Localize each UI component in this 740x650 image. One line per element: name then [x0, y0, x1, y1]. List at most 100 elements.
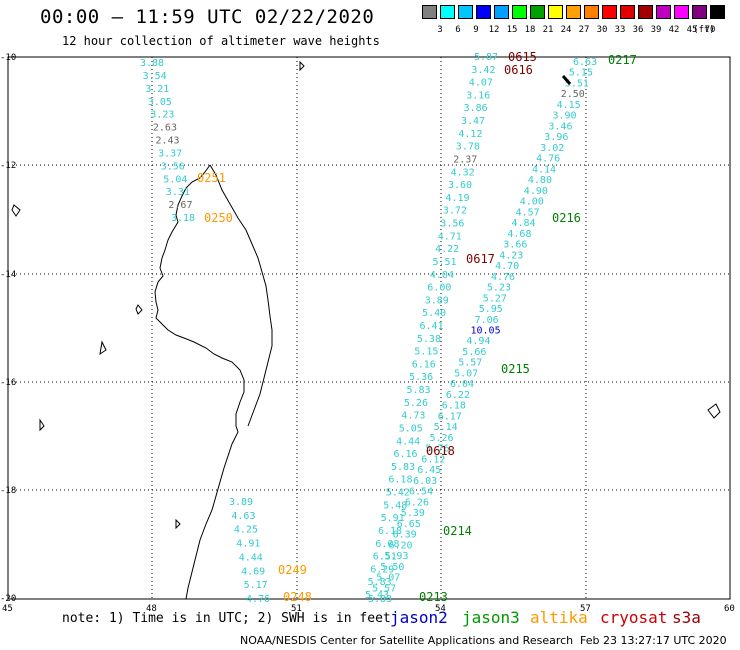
wave-height-value: 5.51	[433, 257, 457, 268]
legend-swatch	[422, 5, 437, 19]
legend-tick-label: 21	[542, 25, 554, 35]
legend-swatch	[674, 5, 689, 19]
wave-height-value: 4.76	[246, 594, 270, 605]
wave-height-value: 4.04	[430, 270, 454, 281]
wave-height-value: 3.56	[161, 161, 185, 172]
legend-tick-label: 9	[473, 25, 479, 35]
wave-height-value: 4.19	[446, 193, 470, 204]
legend-swatch	[638, 5, 653, 19]
wave-height-value: 5.57	[458, 358, 482, 369]
wave-height-value: 6.18	[442, 401, 466, 412]
wave-height-value: 3.54	[143, 71, 167, 82]
legend-tick-label: 12	[488, 25, 500, 35]
wave-height-value: 6.41	[420, 321, 444, 332]
wave-height-value: 3.46	[548, 121, 572, 132]
wave-height-value: 6.16	[394, 449, 418, 460]
wave-height-value: 3.96	[544, 132, 568, 143]
legend-tick-label: 33	[614, 25, 626, 35]
wave-height-value: 5.26	[430, 433, 454, 444]
wave-height-value: 5.91	[381, 513, 405, 524]
legend-swatch	[548, 5, 563, 19]
wave-height-value: 4.84	[512, 218, 536, 229]
wave-height-value: 6.12	[421, 454, 445, 465]
wave-height-value: 5.50	[380, 562, 404, 573]
wave-height-value: 6.18	[388, 475, 412, 486]
wave-height-value: 3.66	[503, 240, 527, 251]
latitude-label: -14	[0, 270, 16, 280]
wave-height-value: 3.90	[553, 111, 577, 122]
wave-height-value: 2.67	[168, 200, 192, 211]
wave-height-value: 5.76	[425, 444, 449, 455]
wave-height-value: 3.05	[148, 97, 172, 108]
longitude-label: 54	[435, 604, 446, 614]
wave-height-value: 3.56	[440, 219, 464, 230]
longitude-label: 51	[291, 604, 302, 614]
legend-tick-label: 24	[560, 25, 572, 35]
longitude-label: 57	[580, 604, 591, 614]
wave-height-value: 5.07	[454, 369, 478, 380]
legend-tick-label: 3	[437, 25, 443, 35]
wave-height-value: 4.22	[435, 244, 459, 255]
wave-height-value: 6.45	[417, 465, 441, 476]
wave-height-value: 4.00	[520, 197, 544, 208]
wave-height-value: 5.14	[434, 422, 458, 433]
latitude-label: -20	[0, 594, 16, 604]
wave-height-value: 3.18	[171, 213, 195, 224]
wave-height-value: 5.17	[244, 580, 268, 591]
wave-height-value: 5.93	[384, 551, 408, 562]
wave-height-value: 3.42	[471, 65, 495, 76]
wave-height-value: 4.80	[528, 175, 552, 186]
wave-height-value: 5.83	[391, 462, 415, 473]
legend-tick-label: 39	[650, 25, 662, 35]
wave-height-value: 5.26	[404, 398, 428, 409]
legend-swatch	[494, 5, 509, 19]
pass-time-label: 0216	[552, 211, 581, 225]
track-segment-mark	[561, 75, 572, 85]
wave-height-value: 4.14	[532, 164, 556, 175]
wave-height-value: 6.29	[370, 564, 394, 575]
wave-height-value: 5.39	[401, 508, 425, 519]
wave-height-value: 4.73	[401, 411, 425, 422]
wave-height-value: 5.23	[487, 283, 511, 294]
wave-height-value: 2.50	[561, 89, 585, 100]
wave-height-value: 5.87	[474, 52, 498, 63]
pass-time-label: 0248	[283, 590, 312, 604]
wave-height-value: 6.17	[438, 411, 462, 422]
legend-tick-label: 42	[668, 25, 680, 35]
wave-height-value: 2.63	[153, 123, 177, 134]
wave-height-value: 4.15	[557, 100, 581, 111]
wave-height-value: 4.68	[507, 229, 531, 240]
wave-height-value: 5.51	[565, 79, 589, 90]
timestamp-text: Feb 23 13:27:17 UTC 2020	[580, 634, 727, 647]
legend-swatch	[656, 5, 671, 19]
pass-time-label: 0217	[608, 53, 637, 67]
wave-height-value: 4.91	[236, 539, 260, 550]
pass-time-label: 0249	[278, 563, 307, 577]
pass-time-label: 0250	[204, 211, 233, 225]
pass-time-label: 0617	[466, 252, 495, 266]
longitude-labels: 45 48 51 54 57 60	[2, 604, 735, 614]
pass-time-label: 0213	[419, 590, 448, 604]
wave-height-value: 4.57	[516, 207, 540, 218]
wave-height-value: 4.69	[241, 566, 265, 577]
wave-height-value: 6.63	[573, 57, 597, 68]
pass-time-label: 0215	[501, 362, 530, 376]
wave-height-value: 6.20	[389, 540, 413, 551]
wave-height-value: 4.23	[499, 250, 523, 261]
map-frame	[7, 56, 731, 600]
wave-height-value: 5.07	[376, 573, 400, 584]
longitude-label: 45	[2, 604, 13, 614]
pass-time-label: 0618	[426, 444, 455, 458]
wave-height-tracks: 3.88 3.54 3.21 3.05 3.23 2.63 2.433.37 3.56 5.04…	[140, 52, 597, 605]
latitude-labels: -10 -12 -14 -16 -18 -20	[0, 53, 16, 604]
legend-swatch	[440, 5, 455, 19]
wave-height-value: 5.83	[368, 594, 392, 605]
legend-swatch	[458, 5, 473, 19]
legend-swatch	[710, 5, 725, 19]
credit-text: NOAA/NESDIS Center for Satellite Applica…	[240, 634, 574, 647]
wave-height-value: 5.83	[368, 577, 392, 588]
wave-height-value: 6.16	[412, 359, 436, 370]
pass-time-label: 0214	[443, 524, 472, 538]
wave-height-value: 5.66	[462, 347, 486, 358]
